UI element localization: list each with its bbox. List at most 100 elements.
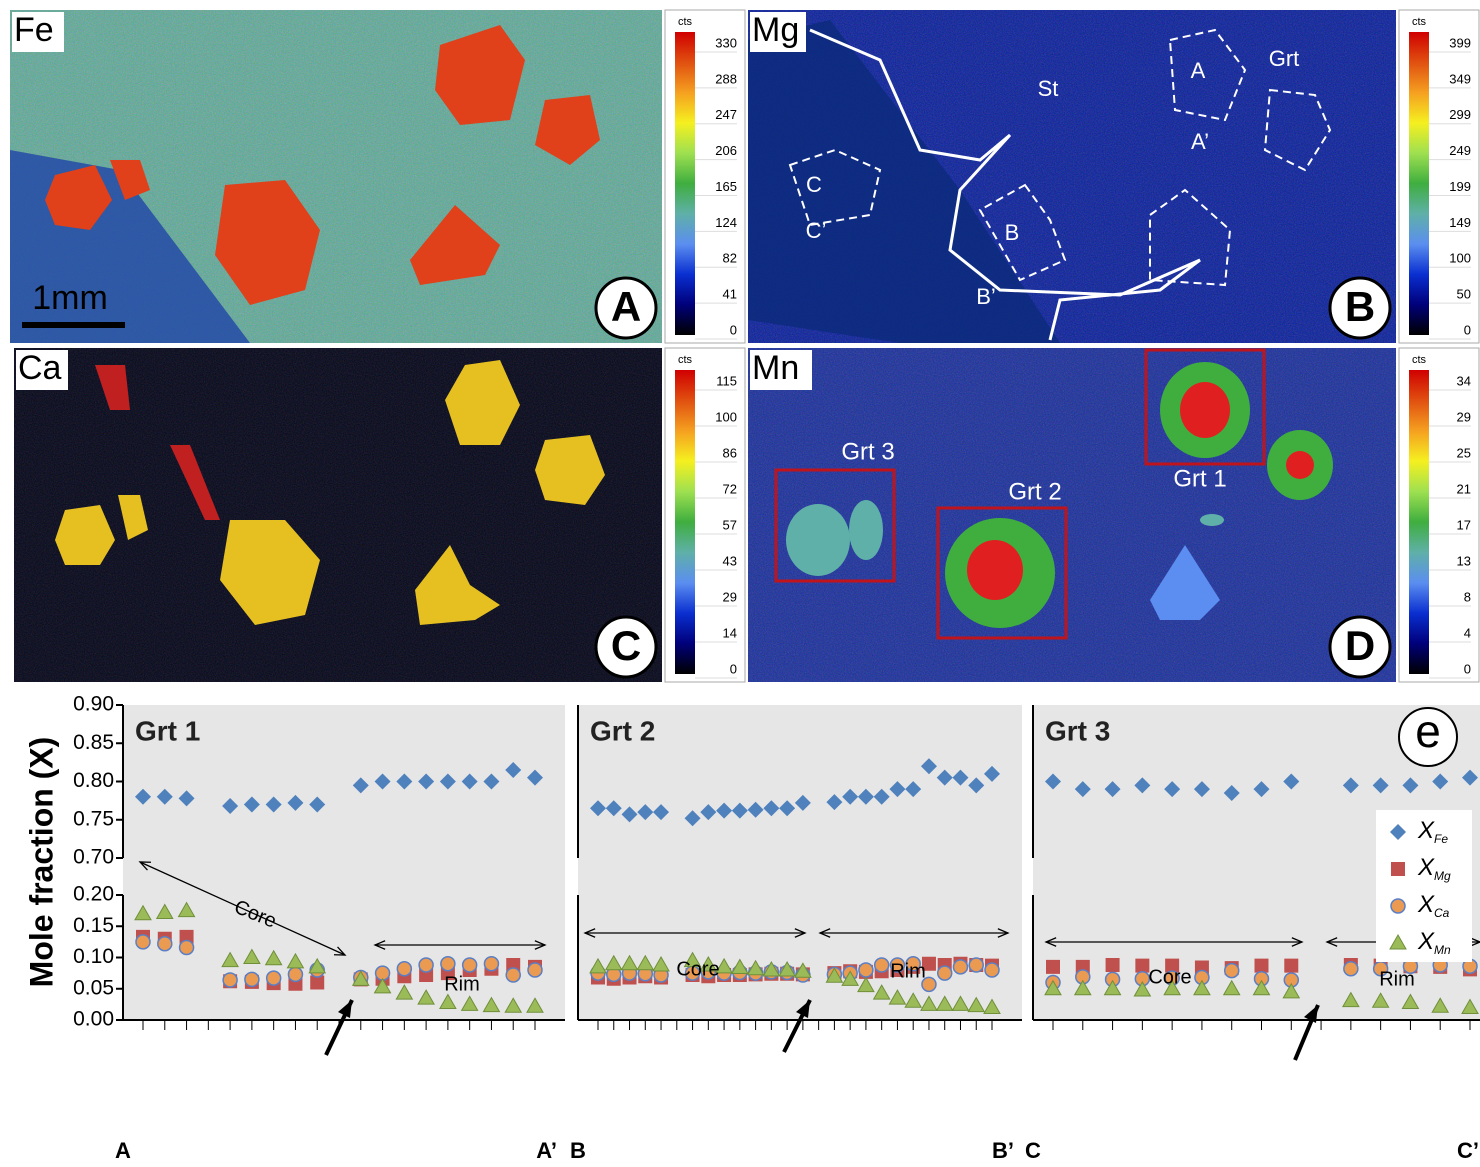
y-tick-label: 0.75 [73,807,114,830]
legend-label: Ca [1434,906,1450,920]
panel-letter: B [1345,283,1375,330]
colorbar-tick-label: 0 [1464,322,1471,337]
colorbar-unit: cts [1412,16,1427,28]
map-annotation: Grt 3 [841,438,894,465]
colorbar-tick-label: 41 [723,287,737,302]
legend-symbol: X [1417,891,1435,918]
colorbar-tick-label: 13 [1457,553,1471,568]
map-annotation: A [1191,58,1206,83]
map-ca [14,348,662,682]
legend-marker [1391,899,1405,913]
panel-title: Grt 2 [590,715,655,746]
map-annotation: Grt 2 [1008,478,1061,505]
marker-mg [1284,959,1298,973]
profile-start: A [115,1138,131,1163]
marker-mg [1046,960,1060,974]
colorbar-tick-label: 0 [730,661,737,676]
legend-label: Fe [1434,832,1448,846]
colorbar-tick-label: 249 [1449,143,1471,158]
colorbar-tick-label: 82 [723,251,737,266]
marker-ca [1344,962,1358,976]
marker-ca [484,957,498,971]
panel-e: e [1415,705,1441,757]
colorbar-tick-label: 25 [1457,445,1471,460]
y-axis-label: Mole fraction (X) [23,737,59,988]
profile-end: A’ [536,1138,557,1163]
marker-ca [441,957,455,971]
y-tick-label: 0.10 [73,945,114,968]
plot-background [123,705,565,1020]
colorbar-tick-label: 0 [730,322,737,337]
map-annotation: B [1005,220,1020,245]
marker-ca [859,963,873,977]
map-annotation: C’ [806,218,827,243]
element-label: Mg [752,11,799,49]
marker-ca [528,963,542,977]
y-tick-label: 0.05 [73,976,114,999]
panel-letter: C [611,622,641,669]
colorbar-tick-label: 72 [723,481,737,496]
colorbar-tick-label: 206 [715,143,737,158]
marker-ca [969,958,983,972]
colorbar-tick-label: 29 [1457,409,1471,424]
colorbar-tick-label: 288 [715,71,737,86]
colorbar-tick-label: 100 [1449,251,1471,266]
legend-symbol: X [1417,854,1435,881]
colorbar-tick-label: 57 [723,517,737,532]
y-tick-label: 0.70 [73,846,114,869]
colorbar-tick-label: 100 [715,409,737,424]
colorbar-tick-label: 330 [715,35,737,50]
range-label: Core [676,958,719,980]
map-annotation: A’ [1191,129,1209,154]
marker-ca [419,958,433,972]
colorbar-tick-label: 247 [715,107,737,122]
colorbar-tick-label: 299 [1449,107,1471,122]
marker-ca [397,962,411,976]
range-label: Rim [890,960,926,982]
y-tick-label: 0.00 [73,1008,114,1031]
profile-start: B [570,1138,586,1163]
map-annotation: C [806,172,822,197]
y-tick-label: 0.90 [73,693,114,716]
panel-title: Grt 3 [1045,715,1110,746]
colorbar-tick-label: 14 [723,625,737,640]
colorbar-tick-label: 124 [715,215,737,230]
marker-ca [245,972,259,986]
legend-symbol: X [1417,928,1435,955]
map-annotation: St [1038,76,1059,101]
marker-mg [1135,959,1149,973]
profile-start: C [1025,1138,1041,1163]
page: {"maps": [ {"element": "Fe", "letter": "… [0,0,1480,1167]
marker-ca [1225,964,1239,978]
marker-ca [267,971,281,985]
colorbar-tick-label: 149 [1449,215,1471,230]
y-tick-label: 0.20 [73,883,114,906]
colorbar-tick-label: 349 [1449,71,1471,86]
colorbar-tick-label: 115 [716,373,737,388]
y-tick-label: 0.15 [73,914,114,937]
element-label: Ca [18,349,62,387]
legend-symbol: X [1417,817,1435,844]
colorbar-unit: cts [1412,354,1427,366]
profile-end: B’ [992,1138,1014,1163]
marker-ca [985,963,999,977]
colorbar-tick-label: 43 [723,553,737,568]
range-label: Rim [444,973,480,995]
colorbar-unit: cts [678,354,693,366]
colorbar [675,32,695,335]
colorbar-tick-label: 86 [723,445,737,460]
element-label: Mn [752,349,799,387]
colorbar-tick-label: 399 [1449,35,1471,50]
y-tick-label: 0.85 [73,731,114,754]
colorbar-tick-label: 8 [1464,589,1471,604]
marker-ca [463,958,477,972]
marker-ca [180,941,194,955]
element-label: Fe [14,11,54,49]
colorbar-tick-label: 0 [1464,661,1471,676]
colorbar-tick-label: 199 [1449,179,1471,194]
colorbar-tick-label: 17 [1457,517,1471,532]
panel-title: Grt 1 [135,715,200,746]
marker-ca [158,937,172,951]
colorbar [1409,32,1429,335]
colorbar-tick-label: 165 [715,179,737,194]
